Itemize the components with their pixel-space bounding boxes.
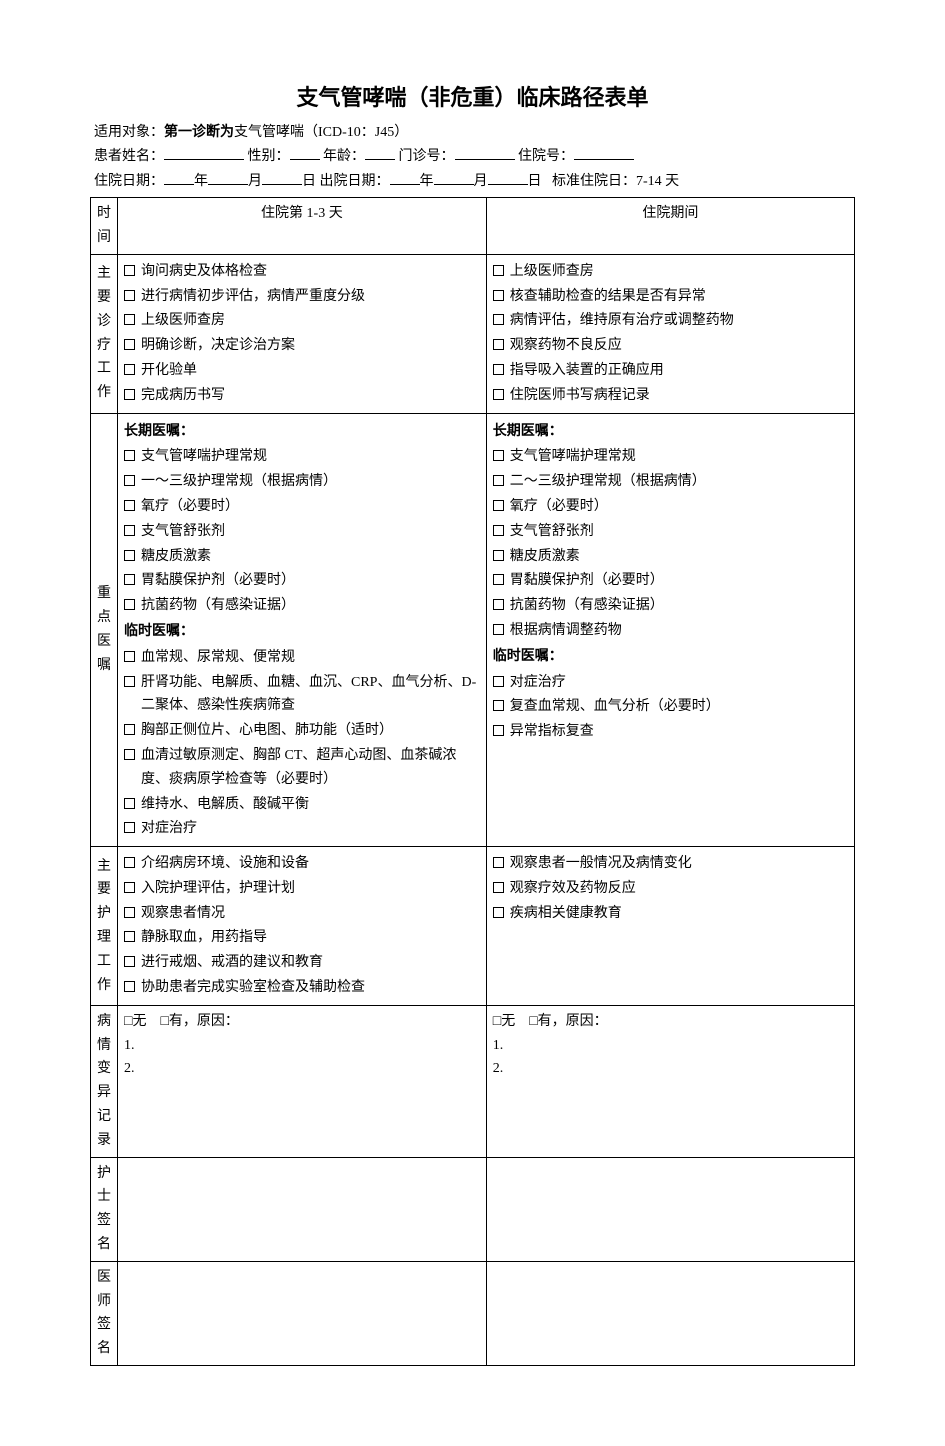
checkbox[interactable] (124, 676, 135, 687)
checkbox[interactable] (124, 450, 135, 461)
checkbox[interactable] (493, 700, 504, 711)
checkbox[interactable] (124, 857, 135, 868)
row-doctor-sign: 医师签名 (91, 1261, 855, 1365)
row-variance: 病情变异记录 □无 □有，原因： 1. 2. □无 □有，原因： 1. 2. (91, 1005, 855, 1157)
header-line-1: 适用对象：第一诊断为支气管哮喘（ICD-10：J45） (90, 120, 855, 144)
row2-label: 重点医嘱 (97, 582, 111, 677)
row3-col2: 观察患者一般情况及病情变化 观察疗效及药物反应 疾病相关健康教育 (486, 847, 854, 1006)
checkbox[interactable] (124, 749, 135, 760)
row1-col2: 上级医师查房 核查辅助检查的结果是否有异常 病情评估，维持原有治疗或调整药物 观… (486, 254, 854, 413)
col1-header: 住院第 1-3 天 (118, 198, 487, 255)
row3-label: 主要护理工作 (97, 855, 111, 998)
checkbox[interactable] (493, 624, 504, 635)
checkbox[interactable] (493, 290, 504, 301)
checkbox[interactable] (493, 599, 504, 610)
row4-col2: □无 □有，原因： 1. 2. (486, 1005, 854, 1157)
header-line-3: 住院日期：年月日 出院日期：年月日 标准住院日：7-14 天 (90, 171, 855, 193)
checkbox[interactable] (493, 339, 504, 350)
checkbox[interactable] (493, 907, 504, 918)
row1-col1: 询问病史及体格检查 进行病情初步评估，病情严重度分级 上级医师查房 明确诊断，决… (118, 254, 487, 413)
row-main-work: 主要诊疗工作 询问病史及体格检查 进行病情初步评估，病情严重度分级 上级医师查房… (91, 254, 855, 413)
checkbox[interactable] (124, 822, 135, 833)
checkbox[interactable] (124, 290, 135, 301)
checkbox[interactable] (124, 981, 135, 992)
checkbox[interactable] (124, 550, 135, 561)
row6-label: 医师签名 (97, 1266, 111, 1361)
checkbox[interactable] (124, 364, 135, 375)
nurse-sign-2[interactable] (486, 1157, 854, 1261)
checkbox[interactable] (124, 798, 135, 809)
checkbox[interactable] (124, 882, 135, 893)
row1-label: 主要诊疗工作 (97, 262, 111, 405)
checkbox[interactable] (124, 651, 135, 662)
checkbox[interactable] (493, 265, 504, 276)
checkbox[interactable] (124, 956, 135, 967)
row2-col1: 长期医嘱： 支气管哮喘护理常规 一～三级护理常规（根据病情） 氧疗（必要时） 支… (118, 413, 487, 847)
checkbox[interactable] (493, 882, 504, 893)
clinical-pathway-table: 时间 住院第 1-3 天 住院期间 主要诊疗工作 询问病史及体格检查 进行病情初… (90, 197, 855, 1366)
checkbox[interactable] (493, 314, 504, 325)
checkbox[interactable] (493, 550, 504, 561)
doctor-sign-1[interactable] (118, 1261, 487, 1365)
checkbox[interactable] (124, 339, 135, 350)
checkbox[interactable] (493, 857, 504, 868)
checkbox[interactable] (493, 676, 504, 687)
col2-header: 住院期间 (486, 198, 854, 255)
checkbox[interactable] (493, 389, 504, 400)
checkbox[interactable] (124, 907, 135, 918)
row2-col2: 长期医嘱： 支气管哮喘护理常规 二～三级护理常规（根据病情） 氧疗（必要时） 支… (486, 413, 854, 847)
checkbox[interactable] (124, 265, 135, 276)
nurse-sign-1[interactable] (118, 1157, 487, 1261)
row4-label: 病情变异记录 (97, 1010, 111, 1153)
row-nurse-sign: 护士签名 (91, 1157, 855, 1261)
row4-col1: □无 □有，原因： 1. 2. (118, 1005, 487, 1157)
row3-col1: 介绍病房环境、设施和设备 入院护理评估，护理计划 观察患者情况 静脉取血，用药指… (118, 847, 487, 1006)
row-nursing: 主要护理工作 介绍病房环境、设施和设备 入院护理评估，护理计划 观察患者情况 静… (91, 847, 855, 1006)
checkbox[interactable] (493, 525, 504, 536)
checkbox[interactable] (124, 599, 135, 610)
checkbox[interactable] (124, 314, 135, 325)
checkbox[interactable] (124, 931, 135, 942)
row5-label: 护士签名 (97, 1162, 111, 1257)
time-header: 时间 (91, 198, 118, 255)
checkbox[interactable] (493, 450, 504, 461)
checkbox[interactable] (124, 475, 135, 486)
checkbox[interactable] (124, 525, 135, 536)
checkbox[interactable] (493, 725, 504, 736)
checkbox[interactable] (124, 724, 135, 735)
checkbox[interactable] (493, 574, 504, 585)
checkbox[interactable] (493, 475, 504, 486)
row-orders: 重点医嘱 长期医嘱： 支气管哮喘护理常规 一～三级护理常规（根据病情） 氧疗（必… (91, 413, 855, 847)
checkbox[interactable] (493, 364, 504, 375)
document-title: 支气管哮喘（非危重）临床路径表单 (90, 80, 855, 112)
checkbox[interactable] (124, 389, 135, 400)
checkbox[interactable] (124, 574, 135, 585)
checkbox[interactable] (124, 500, 135, 511)
header-line-2: 患者姓名： 性别： 年龄： 门诊号： 住院号： (90, 146, 855, 168)
doctor-sign-2[interactable] (486, 1261, 854, 1365)
checkbox[interactable] (493, 500, 504, 511)
